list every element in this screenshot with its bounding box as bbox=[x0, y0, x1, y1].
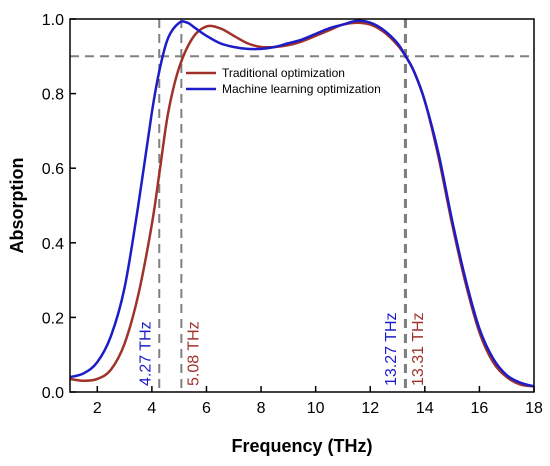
y-axis-ticks: 0.0 0.2 0.4 0.6 0.8 1.0 bbox=[42, 12, 76, 402]
x-axis-title: Frequency (THz) bbox=[231, 436, 372, 456]
annotation-4-27-thz: 4.27 THz bbox=[138, 321, 155, 386]
x-axis-ticks: 2 4 6 8 10 12 14 16 18 bbox=[93, 386, 543, 417]
series-line-machine-learning bbox=[69, 19, 535, 388]
x-tick-label: 4 bbox=[147, 400, 156, 417]
y-axis-title: Absorption bbox=[7, 158, 27, 254]
x-tick-label: 6 bbox=[202, 400, 211, 417]
annotation-13-27-thz: 13.27 THz bbox=[383, 312, 400, 386]
series-layer bbox=[69, 19, 535, 388]
x-tick-label: 12 bbox=[361, 400, 379, 417]
x-tick-label: 2 bbox=[93, 400, 102, 417]
x-tick-label: 8 bbox=[257, 400, 266, 417]
annotation-5-08-thz: 5.08 THz bbox=[186, 321, 203, 386]
plot-frame bbox=[69, 18, 535, 393]
y-tick-label: 0.0 bbox=[42, 385, 64, 402]
x-tick-label: 10 bbox=[307, 400, 325, 417]
x-tick-label: 16 bbox=[471, 400, 489, 417]
y-tick-label: 0.4 bbox=[42, 236, 64, 253]
y-tick-label: 0.6 bbox=[42, 161, 64, 178]
y-tick-label: 0.2 bbox=[42, 310, 64, 327]
reference-lines bbox=[70, 19, 534, 392]
legend-label-traditional: Traditional optimization bbox=[222, 66, 345, 80]
annotation-13-31-thz: 13.31 THz bbox=[410, 312, 427, 386]
legend: Traditional optimization Machine learnin… bbox=[186, 66, 381, 96]
x-tick-label: 18 bbox=[525, 400, 543, 417]
x-tick-label: 14 bbox=[416, 400, 434, 417]
y-tick-label: 1.0 bbox=[42, 12, 64, 29]
legend-label-machine-learning: Machine learning optimization bbox=[222, 82, 381, 96]
y-tick-label: 0.8 bbox=[42, 87, 64, 104]
annotation-layer: 4.27 THz 5.08 THz 13.27 THz 13.31 THz bbox=[138, 312, 428, 386]
